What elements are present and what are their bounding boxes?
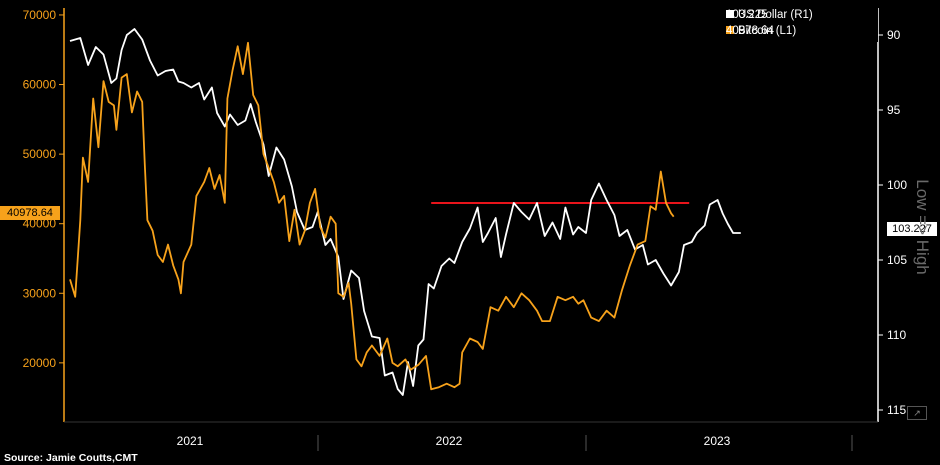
legend-value-btc: 40978.64: [726, 25, 774, 37]
legend-label-usd: US Dollar (R1): [738, 9, 813, 21]
left-tick-label: 50000: [23, 147, 57, 161]
x-tick-label: 2022: [436, 434, 463, 448]
right-tick-label: 90: [887, 28, 901, 42]
x-tick-label: 2023: [704, 434, 731, 448]
legend: US Dollar (R1) 103.225 Bitcoin (L1) 4097…: [718, 4, 878, 42]
legend-value-usd: 103.225: [726, 9, 768, 21]
left-tick-label: 40000: [23, 217, 57, 231]
left-tick-label: 30000: [23, 286, 57, 300]
left-tick-label: 20000: [23, 356, 57, 370]
legend-swatch-usd: [726, 10, 734, 18]
source-note: Source: Jamie Coutts,CMT: [4, 452, 138, 464]
left-tick-label: 60000: [23, 78, 57, 92]
right-axis-title: Low => High: [913, 179, 932, 275]
right-tick-label: 100: [887, 178, 907, 192]
legend-item-btc: Bitcoin (L1): [726, 25, 796, 37]
usd-last-price-badge: 103.227: [887, 222, 937, 236]
legend-swatch-btc: [726, 26, 734, 34]
series-line-usd: [69, 28, 741, 396]
right-tick-label: 115: [887, 403, 906, 417]
legend-item-usd: US Dollar (R1): [726, 9, 813, 21]
left-tick-label: 70000: [23, 8, 57, 22]
chart-options-icon[interactable]: ↗: [907, 406, 927, 420]
legend-label-btc: Bitcoin (L1): [738, 25, 797, 37]
right-tick-label: 105: [887, 253, 907, 267]
series-line-btc: [69, 41, 675, 391]
right-tick-label: 95: [887, 103, 901, 117]
btc-last-price-badge: 40978.64: [0, 206, 60, 220]
x-tick-label: 2021: [177, 434, 204, 448]
right-tick-label: 110: [887, 328, 906, 342]
